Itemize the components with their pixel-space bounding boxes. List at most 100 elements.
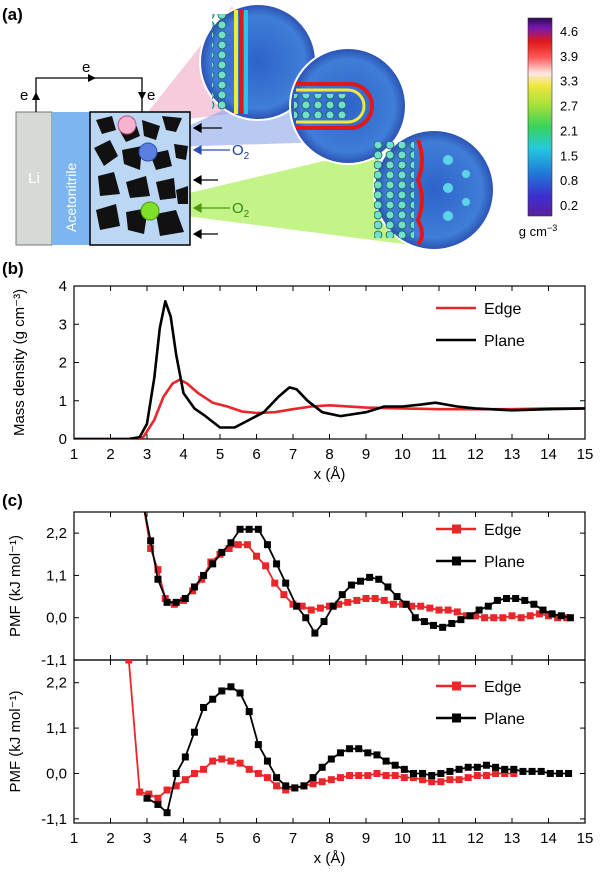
data-point-edge: [262, 562, 270, 570]
data-point-edge: [426, 604, 434, 612]
data-point-plane: [512, 594, 520, 602]
pmf-chart-top: -1,1 0,0 1,1 2,2 PMF (kJ mol⁻¹) Edge Plane: [7, 511, 586, 669]
data-point-edge: [446, 776, 454, 784]
data-point-edge: [501, 769, 509, 777]
data-point-plane: [200, 703, 208, 711]
data-point-edge: [136, 788, 144, 796]
highlight-pink: [117, 115, 137, 135]
x-tick-label: 7: [289, 446, 297, 463]
data-point-plane: [309, 774, 317, 782]
data-point-plane: [366, 573, 374, 581]
data-point-plane: [190, 583, 198, 591]
x-tick-label: 4: [179, 446, 187, 463]
y-tick-label: 1,1: [46, 567, 67, 584]
electron-circuit: [32, 74, 146, 112]
data-point-edge: [473, 772, 481, 780]
data-point-plane: [437, 769, 445, 777]
data-point-edge: [154, 566, 162, 574]
data-point-plane: [154, 575, 162, 583]
data-point-plane: [200, 571, 208, 579]
data-point-plane: [464, 763, 472, 771]
data-point-plane: [393, 593, 401, 601]
data-point-plane: [154, 800, 162, 808]
data-point-plane: [282, 782, 290, 790]
electron-label-right: e: [147, 87, 155, 104]
data-point-plane: [143, 794, 151, 802]
data-point-edge: [245, 765, 253, 773]
data-point-edge: [190, 769, 198, 777]
data-point-edge: [181, 776, 189, 784]
x-tick-label: 6: [252, 830, 260, 847]
x-tick-label: 9: [362, 446, 370, 463]
data-point-edge: [535, 610, 543, 618]
data-point-edge: [209, 757, 217, 765]
data-point-plane: [521, 596, 529, 604]
colorbar-tick-label: 2.1: [560, 123, 578, 138]
data-point-plane: [147, 537, 155, 545]
data-point-plane: [400, 765, 408, 773]
data-point-plane: [336, 749, 344, 757]
data-point-edge: [554, 614, 562, 622]
data-point-plane: [300, 782, 308, 790]
magnified-disk-plane: [289, 47, 407, 165]
data-point-plane: [519, 767, 527, 775]
data-point-edge: [145, 790, 153, 798]
data-point-edge: [481, 614, 489, 622]
data-point-edge: [353, 596, 361, 604]
data-point-plane: [355, 745, 363, 753]
data-point-plane: [293, 602, 301, 610]
data-point-edge: [490, 614, 498, 622]
electron-label-left: e: [20, 87, 28, 104]
data-point-plane: [291, 784, 299, 792]
data-point-edge: [444, 606, 452, 614]
data-point-edge: [307, 606, 315, 614]
data-point-edge: [253, 552, 260, 560]
data-point-plane: [510, 765, 518, 773]
data-point-edge: [147, 545, 155, 553]
data-point-plane: [347, 581, 355, 589]
y-tick-label: -1,1: [41, 652, 67, 669]
colorbar-tick-label: 0.8: [560, 173, 578, 188]
y-tick-label: 1,1: [46, 720, 67, 737]
colorbar: 4.6 3.9 3.3 2.7 2.1 1.5 0.8 0.2 g cm−3: [519, 17, 578, 239]
y-axis-label: PMF (kJ mol⁻¹): [7, 535, 24, 637]
data-point-plane: [539, 606, 547, 614]
x-tick-label: 14: [540, 830, 557, 847]
data-point-edge: [316, 604, 324, 612]
data-point-plane: [419, 769, 427, 777]
x-tick-label: 10: [394, 446, 411, 463]
data-point-plane: [254, 741, 262, 749]
data-point-edge: [254, 769, 262, 777]
data-point-plane: [473, 763, 481, 771]
data-point-plane: [555, 769, 563, 777]
data-point-edge: [200, 765, 208, 773]
panel-label-c: (c): [2, 491, 23, 510]
legend-marker-edge: [452, 681, 461, 691]
data-point-plane: [557, 612, 565, 620]
electrolyte: [52, 112, 90, 245]
data-point-plane: [172, 769, 180, 777]
data-point-edge: [408, 602, 416, 610]
legend-label-edge: Edge: [484, 679, 521, 696]
x-tick-label: 11: [431, 446, 447, 463]
data-point-plane: [391, 761, 399, 769]
x-tick-label: 5: [216, 830, 224, 847]
data-point-plane: [282, 579, 290, 587]
data-point-plane: [484, 602, 492, 610]
data-point-edge: [517, 614, 525, 622]
data-point-edge: [273, 782, 281, 790]
data-point-edge: [298, 602, 306, 610]
data-point-plane: [190, 728, 198, 736]
data-point-edge: [437, 778, 445, 786]
data-point-edge: [399, 600, 406, 608]
data-point-edge: [154, 794, 162, 802]
data-point-plane: [428, 772, 436, 780]
x-axis-label: x (Å): [314, 850, 346, 867]
data-point-plane: [475, 606, 483, 614]
data-point-plane: [430, 621, 438, 629]
data-point-plane: [263, 541, 271, 549]
colorbar-unit: g cm−3: [519, 223, 557, 239]
data-point-edge: [455, 776, 463, 784]
y-tick-label: 2,2: [46, 525, 67, 542]
